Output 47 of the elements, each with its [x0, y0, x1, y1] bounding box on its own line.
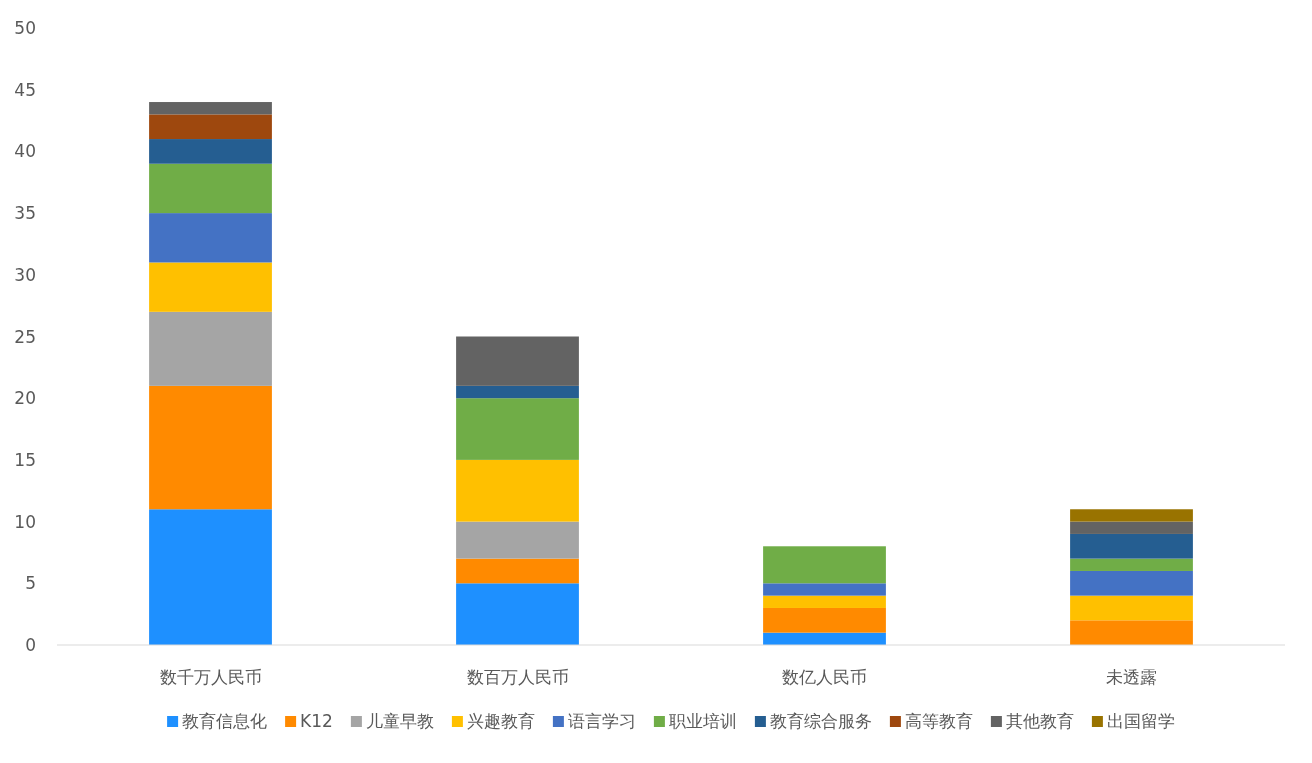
bar	[1070, 570, 1193, 596]
y-tick-label: 10	[14, 511, 36, 532]
bar	[763, 546, 886, 584]
legend-label: 教育综合服务	[769, 711, 872, 731]
y-tick-label: 20	[14, 388, 36, 409]
bar	[1070, 620, 1193, 645]
bar	[456, 558, 579, 584]
x-tick-label: 数千万人民币	[159, 667, 262, 687]
bar	[149, 385, 272, 510]
legend-label: 儿童早教	[365, 711, 434, 731]
bar	[1070, 595, 1193, 621]
bar	[149, 262, 272, 312]
y-tick-label: 30	[14, 264, 36, 285]
bar	[149, 213, 272, 263]
legend-label: K12	[300, 711, 333, 731]
y-tick-label: 0	[25, 635, 36, 655]
y-tick-label: 50	[14, 18, 36, 38]
legend-label: 高等教育	[904, 711, 973, 731]
bar	[456, 336, 579, 386]
bar	[456, 398, 579, 460]
y-tick-label: 35	[14, 203, 36, 224]
legend-label: 教育信息化	[182, 711, 268, 731]
legend-label: 出国留学	[1106, 711, 1175, 731]
bar	[1070, 533, 1193, 559]
bar	[456, 385, 579, 399]
bar	[763, 595, 886, 608]
y-tick-label: 5	[25, 573, 36, 594]
bar	[1070, 558, 1193, 571]
y-tick-label: 15	[14, 449, 36, 470]
y-tick-label: 25	[14, 326, 36, 347]
y-tick-label: 45	[14, 79, 36, 100]
x-tick-label: 未透露	[1106, 667, 1157, 687]
legend-label: 职业培训	[668, 711, 737, 731]
bar	[456, 583, 579, 645]
bar	[763, 607, 886, 633]
legend-label: 其他教育	[1005, 711, 1074, 731]
bar	[149, 509, 272, 645]
bar	[456, 521, 579, 559]
x-tick-label: 数百万人民币	[466, 667, 569, 687]
bar	[763, 583, 886, 596]
y-tick-label: 40	[14, 141, 36, 162]
legend-label: 兴趣教育	[466, 711, 535, 731]
legend-label: 语言学习	[567, 711, 636, 731]
x-tick-label: 数亿人民币	[782, 667, 867, 687]
bar	[456, 459, 579, 522]
bar	[149, 311, 272, 386]
bar	[149, 163, 272, 214]
